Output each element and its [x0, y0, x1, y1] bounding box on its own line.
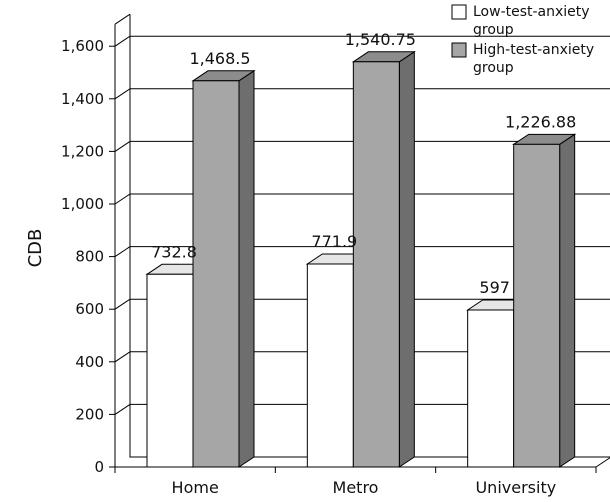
data-label: 732.8 — [151, 242, 197, 261]
legend-swatch — [451, 4, 467, 20]
y-tick-label: 600 — [75, 300, 104, 318]
data-labels: 732.8 1,468.5 771.9 1,540.75 597 1,226.88 — [151, 30, 576, 297]
y-tick-label: 1,400 — [61, 90, 104, 108]
bar-front-face — [352, 61, 400, 468]
y-tick-label: 400 — [75, 353, 104, 371]
bars — [145, 50, 577, 468]
bar-high-anxiety — [191, 69, 256, 468]
bar-front-face — [513, 143, 561, 468]
bar-side-face — [238, 69, 255, 468]
bar-front-face — [146, 273, 194, 468]
data-label: 597 — [479, 278, 510, 297]
bar-front-face — [192, 80, 240, 468]
legend-entry-label: group — [473, 22, 514, 38]
y-tick-label: 1,200 — [61, 142, 104, 160]
y-tick-label: 200 — [75, 405, 104, 423]
bar-high-anxiety — [512, 133, 577, 468]
y-axis-label: CDB — [25, 229, 46, 268]
data-label: 1,468.5 — [189, 49, 250, 68]
x-category-label: Home — [172, 478, 219, 497]
legend-entry-label: group — [473, 60, 514, 76]
gridline-side — [114, 140, 131, 152]
y-tick-label: 0 — [94, 458, 104, 476]
legend-swatch — [451, 42, 467, 58]
data-label: 1,226.88 — [505, 112, 576, 131]
axes: 0 200 400 600 800 1,000 1,200 1,400 1,600 CDB Home… — [25, 24, 597, 497]
side-wall-edge — [114, 13, 131, 25]
bar-front-face — [306, 263, 354, 468]
gridline-side — [114, 246, 131, 258]
y-tick-label: 1,000 — [61, 195, 104, 213]
gridline-side — [114, 351, 131, 363]
gridline-side — [114, 88, 131, 100]
gridline-side — [114, 193, 131, 205]
gridline-side — [114, 403, 131, 415]
data-label: 1,540.75 — [345, 30, 416, 49]
floor-right-edge — [595, 457, 610, 468]
y-tick-label: 1,600 — [61, 37, 104, 55]
bar-side-face — [559, 133, 576, 468]
gridline-side — [114, 298, 131, 310]
back-wall — [129, 14, 610, 458]
x-category-label: Metro — [333, 478, 379, 497]
legend: Low-test-anxiety group High-test-anxiety gr… — [451, 4, 594, 76]
y-tick-label: 800 — [75, 248, 104, 266]
bar-high-anxiety — [351, 50, 416, 468]
data-label: 771.9 — [311, 232, 357, 251]
gridline-side — [114, 35, 131, 47]
legend-entry-label: High-test-anxiety — [473, 42, 594, 58]
legend-entry-label: Low-test-anxiety — [473, 4, 590, 20]
bar-side-face — [398, 50, 415, 468]
x-category-label: University — [475, 478, 556, 497]
bar-front-face — [467, 309, 515, 468]
